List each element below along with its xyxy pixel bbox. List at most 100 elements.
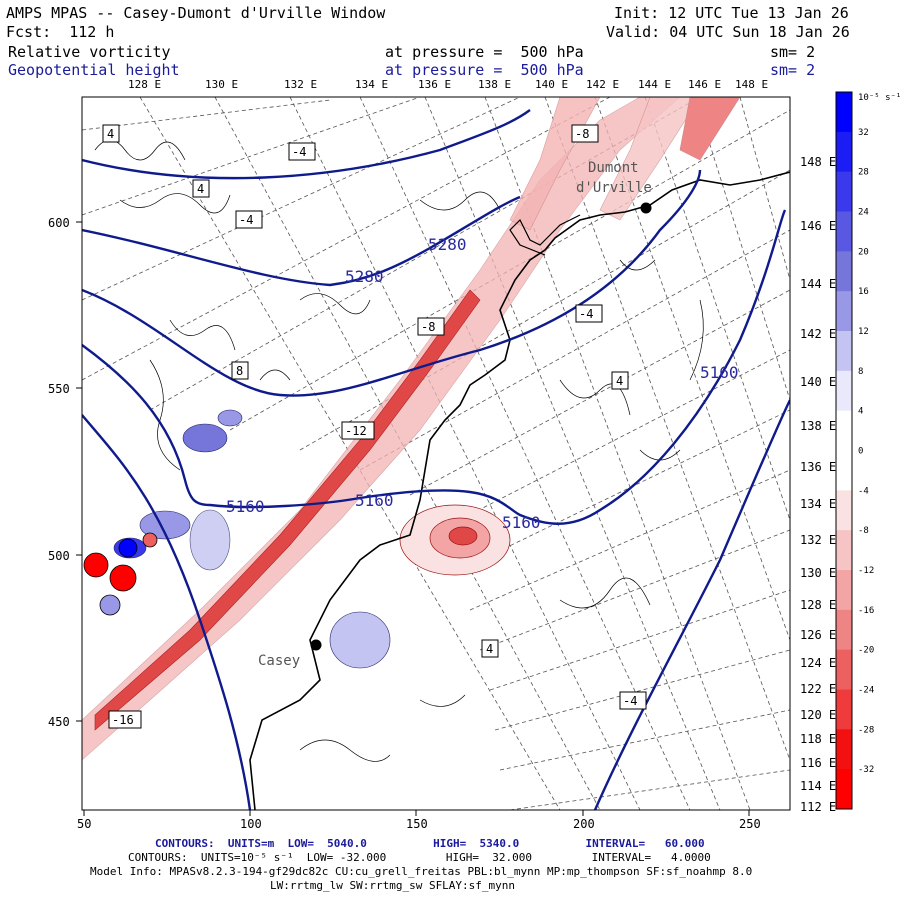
vort-label: -4 [575,304,603,323]
colorbar-swatch [836,331,852,372]
svg-text:-4: -4 [623,694,637,708]
lon-label-right: 120 E [800,708,836,722]
lon-label-right: 112 E [800,800,836,814]
map-plot: Dumont d'Urville Casey 5280 5280 5160 51… [48,91,900,830]
colorbar-tick-label: -4 [858,486,869,496]
vort-label: -4 [288,142,316,161]
svg-text:-4: -4 [292,145,306,159]
lon-label-right: 144 E [800,277,836,291]
colorbar-tick-label: -24 [858,686,874,696]
model-title: AMPS MPAS -- Casey-Dumont d'Urville Wind… [6,4,386,22]
model-info: Model Info: MPASv8.2.3-194-gf29dc82c CU:… [90,865,753,878]
lon-label: 142 E [586,78,620,91]
colorbar-tick-label: 0 [858,447,863,457]
svg-text:8: 8 [236,364,243,378]
lon-label: 128 E [128,78,162,91]
lon-label-right: 118 E [800,732,836,746]
height-label: 5160 [355,491,394,510]
colorbar-labels: 32 28 24 20 16 12 8 4 0 -4 -8 -12 -16 -20 -24 -28 -32 [858,128,874,775]
vort-label: 4 [481,639,499,658]
colorbar-swatch [836,211,852,252]
vort-label: -12 [341,421,375,440]
field2-smoothing: sm= 2 [770,61,816,79]
ice-boundary [509,214,581,256]
vort-label: 4 [611,371,629,390]
height-label: 5160 [226,497,265,516]
lon-label: 134 E [355,78,389,91]
svg-text:-4: -4 [239,213,253,227]
lon-label-right: 132 E [800,533,836,547]
colorbar-tick-label: 12 [858,327,869,337]
station-dumont: Dumont d'Urville [576,160,652,214]
colorbar-swatch [836,729,852,770]
lon-label: 138 E [478,78,512,91]
colorbar-swatch [836,490,852,531]
valid-time: Valid: 04 UTC Sun 18 Jan 26 [606,23,850,41]
colorbar-swatch [836,649,852,690]
lon-label-right: 138 E [800,419,836,433]
colorbar-swatch [836,370,852,412]
svg-text:4: 4 [197,182,204,196]
x-tick-label: 250 [739,817,761,830]
colorbar-swatch [836,609,852,651]
svg-text:-12: -12 [345,424,367,438]
colorbar-tick-label: 32 [858,128,869,138]
vorticity-cyclone [399,504,511,576]
colorbar-tick-label: 16 [858,287,869,297]
colorbar-swatch [836,92,852,133]
field1-smoothing: sm= 2 [770,43,816,61]
y-tick-label: 600 [48,216,70,230]
vorticity-labels: 4 -4 -8 -12 -16 8 4 -4 -8 4 -4 4 -4 [102,124,647,729]
colorbar-swatch [836,131,852,173]
station-label: Casey [258,653,300,669]
y-axis [76,221,82,722]
lon-label: 136 E [418,78,452,91]
colorbar-swatch [836,410,852,451]
lon-label-right: 136 E [800,460,836,474]
lon-label: 130 E [205,78,239,91]
field2-name: Geopotential height [8,61,180,79]
lon-label-right: 134 E [800,497,836,511]
colorbar-tick-label: -32 [858,765,874,775]
lon-label-right: 124 E [800,656,836,670]
station-marker [310,639,322,651]
field1-name: Relative vorticity [8,43,171,61]
height-contours [82,109,790,810]
forecast-hour: Fcst: 112 h [6,23,115,41]
station-marker [640,202,652,214]
station-label: Dumont [588,160,639,176]
west-edge-vortices [83,532,158,616]
lon-label: 132 E [284,78,318,91]
colorbar-tick-label: -20 [858,646,874,656]
svg-text:4: 4 [107,127,114,141]
colorbar-swatch [836,769,852,810]
svg-text:4: 4 [616,374,623,388]
height-label: 5280 [428,235,467,254]
colorbar-tick-label: -12 [858,566,874,576]
colorbar-frame [835,91,853,810]
vort-label: -16 [108,710,142,729]
colorbar-swatch [836,570,852,611]
lon-label: 148 E [735,78,769,91]
height-contour-labels: 5280 5280 5160 5160 5160 5160 [226,235,739,532]
height-label: 5160 [502,513,541,532]
svg-text:4: 4 [486,642,493,656]
model-info-physics: LW:rrtmg_lw SW:rrtmg_sw SFLAY:sf_mynn [270,879,516,892]
map-content: Dumont d'Urville Casey 5280 5280 5160 51… [82,97,790,810]
x-tick-label: 100 [240,817,262,830]
init-time: Init: 12 UTC Tue 13 Jan 26 [614,4,849,22]
lon-label: 140 E [535,78,569,91]
field1-level: at pressure = 500 hPa [385,43,584,61]
station-casey: Casey [258,639,322,669]
vort-label: -4 [235,210,263,229]
colorbar-tick-label: 20 [858,247,869,257]
x-tick-label: 150 [406,817,428,830]
lon-label-right: 126 E [800,628,836,642]
vort-label: -4 [619,691,647,710]
colorbar-swatch [836,251,852,292]
colorbar: 10⁻⁵ s⁻¹ 32 28 24 20 16 12 8 4 0 -4 -8 -12 -16 -20 -24… [835,91,900,810]
vorticity-contours [94,139,704,762]
colorbar-swatch [836,171,852,212]
vort-label: -8 [571,124,599,143]
colorbar-tick-label: -16 [858,606,874,616]
